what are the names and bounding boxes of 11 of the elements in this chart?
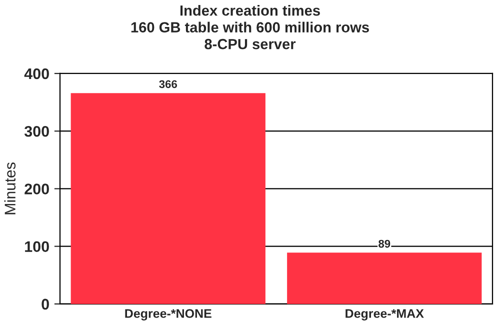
y-tick-label: 0 bbox=[42, 298, 49, 310]
y-tick-label: 100 bbox=[25, 241, 49, 252]
y-tick-label: 400 bbox=[24, 68, 49, 80]
x-tick-label: Degree-*NONE bbox=[125, 309, 212, 320]
y-tick-label: 300 bbox=[24, 126, 49, 137]
data-label: 89 bbox=[378, 240, 390, 248]
y-axis-title: Minutes bbox=[4, 162, 16, 214]
data-label: 366 bbox=[159, 80, 177, 88]
y-tick-label: 200 bbox=[24, 184, 49, 194]
x-tick-label: Degree-*MAX bbox=[346, 309, 424, 320]
chart-title: Index creation times 160 GB table with 600 million rows 8-CPU server bbox=[131, 5, 369, 50]
